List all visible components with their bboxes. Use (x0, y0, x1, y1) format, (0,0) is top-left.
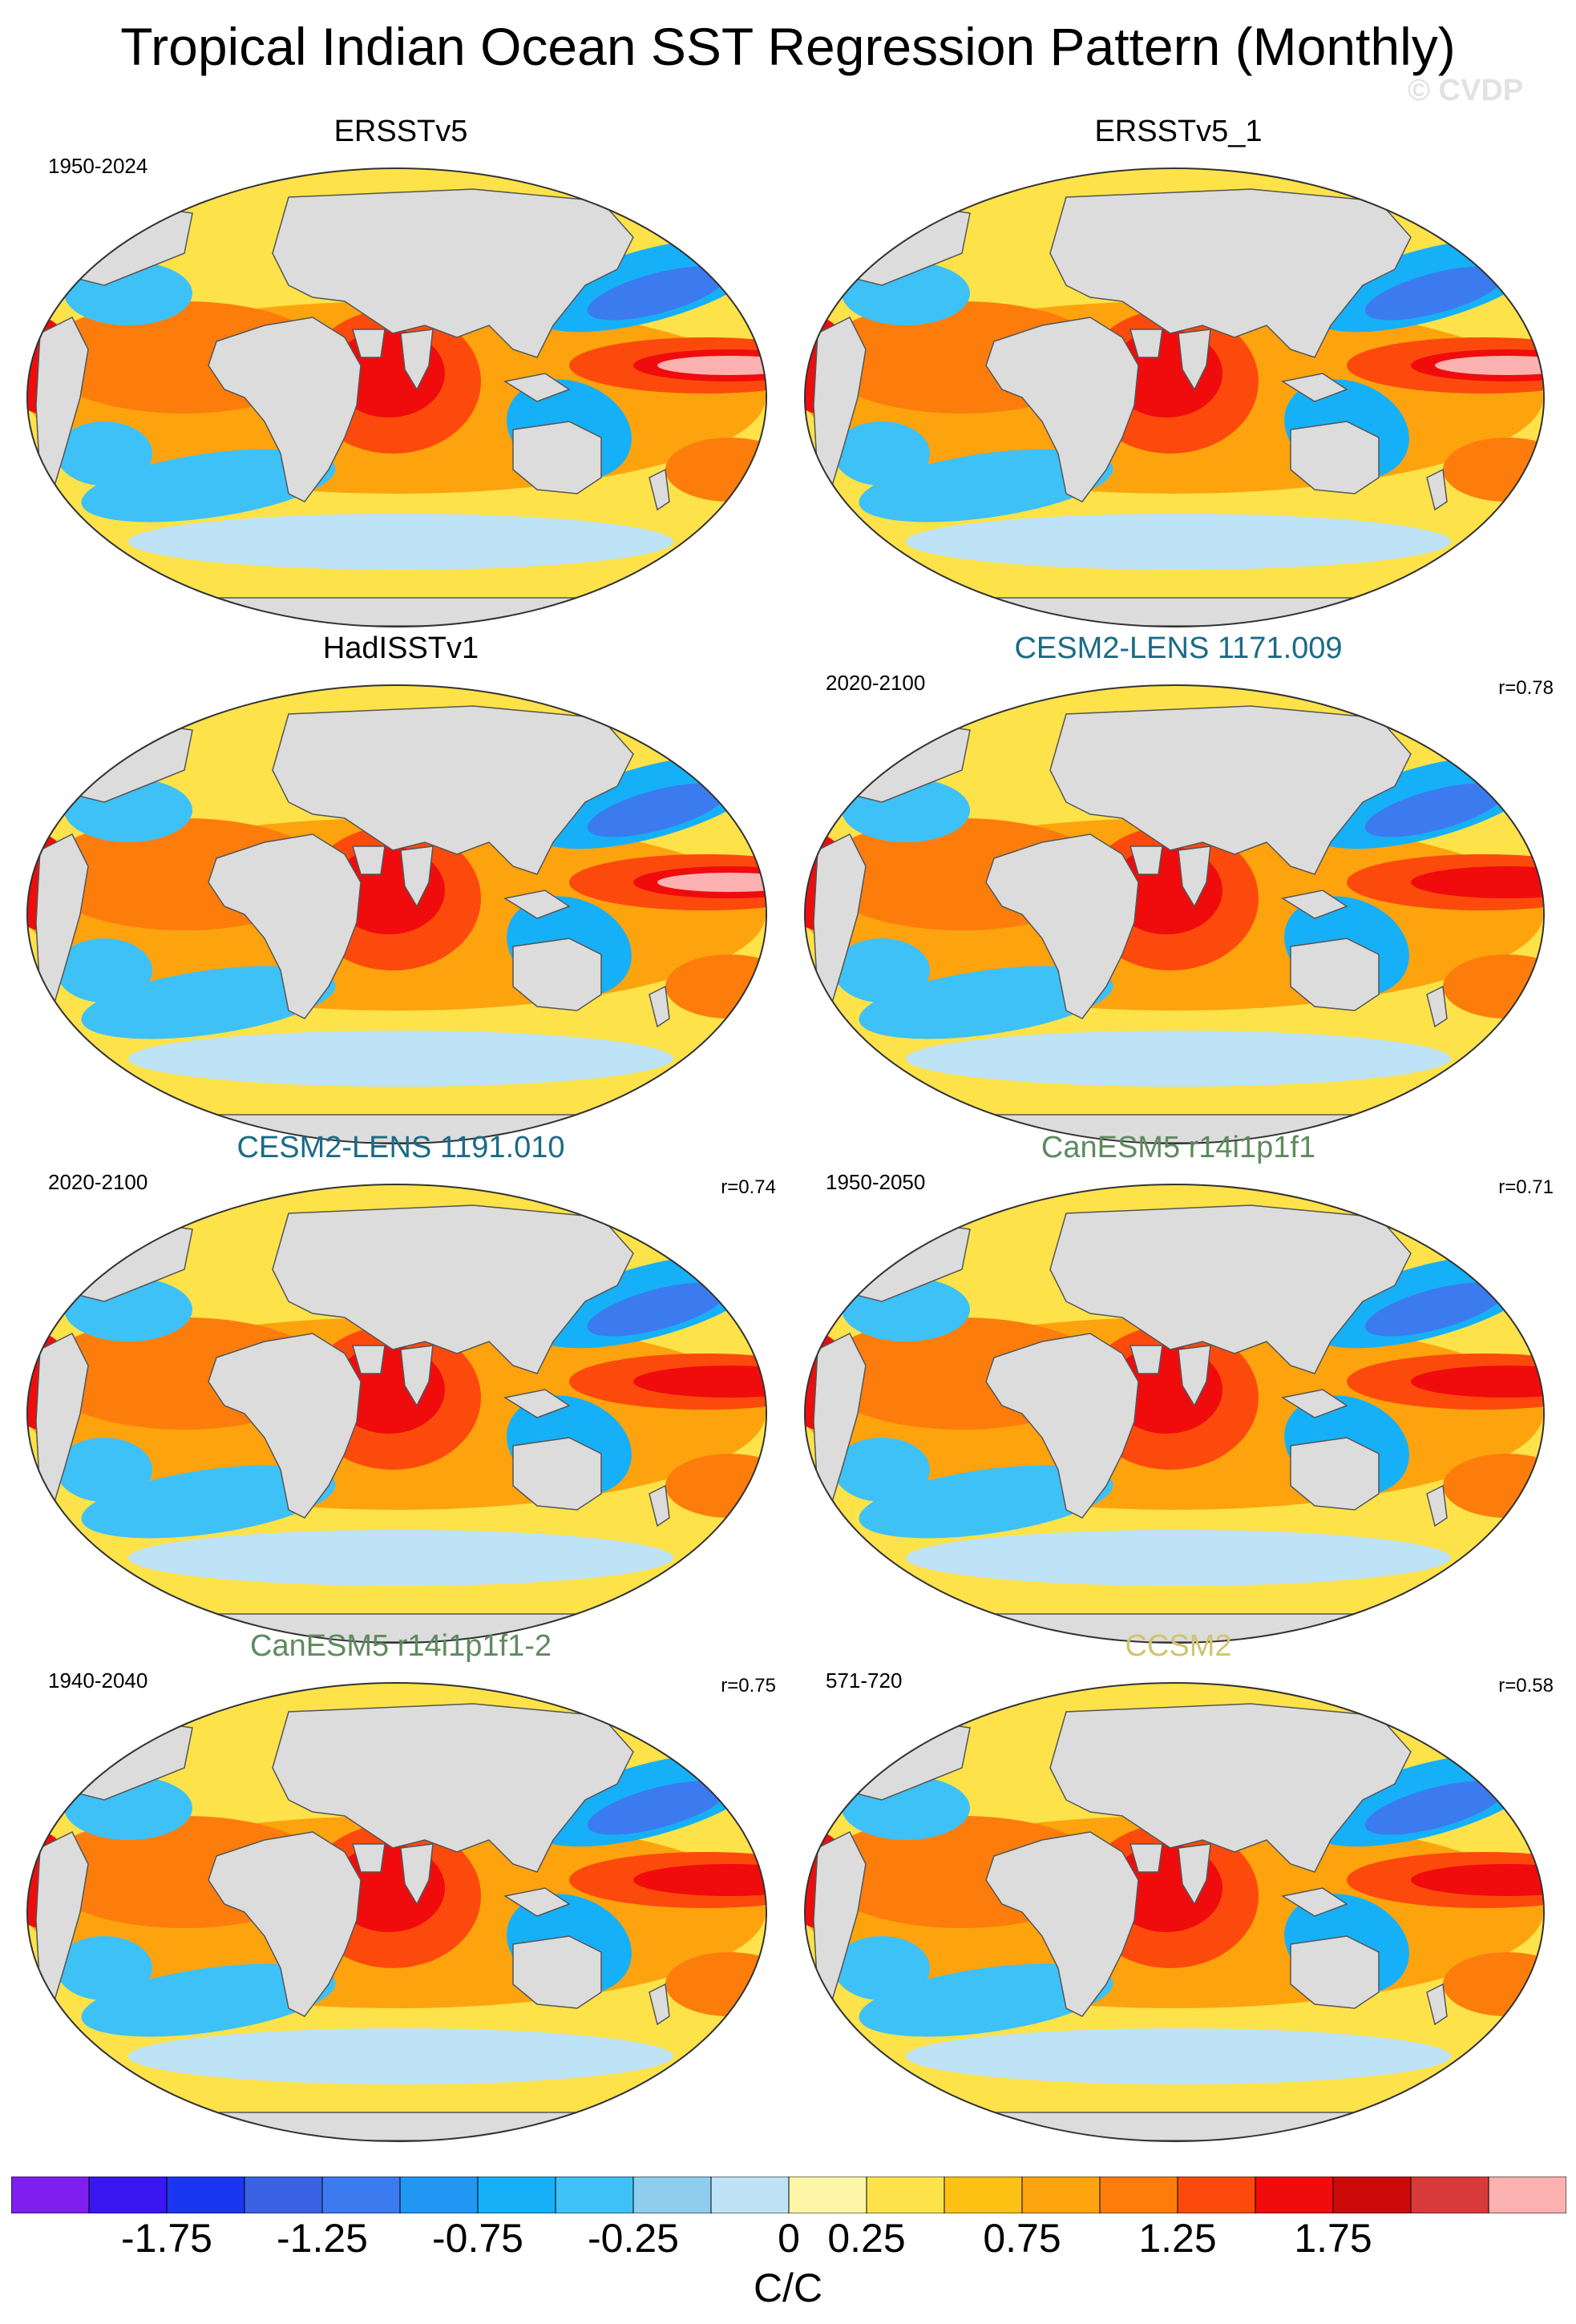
colorbar-tick-label: 0 (778, 2216, 800, 2261)
colorbar-tick-label: -0.75 (432, 2216, 523, 2261)
sst-regression-map (26, 1184, 767, 1644)
panel-title: CanESM5 r14i1p1f1 (1041, 1131, 1316, 1164)
panel-title: ERSSTv5_1 (1094, 115, 1263, 148)
colorbar-tick-label: -1.25 (277, 2216, 368, 2261)
colorbar-box (88, 2177, 168, 2213)
colorbar-box (710, 2177, 790, 2213)
colorbar-box (1177, 2177, 1256, 2213)
panel-title: CESM2-LENS 1191.010 (236, 1131, 565, 1164)
sst-regression-map (26, 1682, 767, 2142)
colorbar-box (1488, 2177, 1566, 2213)
sst-regression-map (26, 167, 767, 627)
map-panel: ERSSTv5 1950-2024 (24, 112, 778, 633)
panel-period: 1950-2050 (826, 1170, 926, 1194)
panel-correlation: r=0.75 (721, 1675, 776, 1697)
sst-regression-map (26, 684, 767, 1144)
colorbar-box (1099, 2177, 1178, 2213)
colorbar-box (632, 2177, 712, 2213)
colorbar-box (866, 2177, 945, 2213)
map-panel: CanESM5 r14i1p1f1 1950-2050 r=0.71 (802, 1128, 1555, 1649)
panel-title: CCSM2 (1125, 1629, 1232, 1663)
map-panel: ERSSTv5_1 (802, 112, 1555, 633)
panel-correlation: r=0.78 (1498, 677, 1554, 699)
panel-period: 2020-2100 (826, 671, 926, 695)
colorbar-tick-label: 0.75 (983, 2216, 1061, 2261)
colorbar-box (1021, 2177, 1101, 2213)
map-panel: CESM2-LENS 1171.009 2020-2100 r=0.78 (802, 629, 1555, 1150)
colorbar-box (11, 2177, 90, 2213)
sst-regression-map (804, 167, 1545, 627)
map-panel: CESM2-LENS 1191.010 2020-2100 r=0.74 (24, 1128, 778, 1649)
colorbar (11, 2177, 1566, 2213)
sst-regression-map (804, 1682, 1545, 2142)
panel-period: 571-720 (826, 1668, 903, 1693)
colorbar-box (399, 2177, 479, 2213)
colorbar-box (555, 2177, 634, 2213)
panel-correlation: r=0.74 (721, 1176, 776, 1198)
sst-regression-map (804, 684, 1545, 1144)
map-panel: HadISSTv1 (24, 629, 778, 1150)
map-panel: CanESM5 r14i1p1f1-2 1940-2040 r=0.75 (24, 1627, 778, 2148)
colorbar-tick-label: 1.25 (1138, 2216, 1217, 2261)
colorbar-tick-label: 1.75 (1294, 2216, 1372, 2261)
panel-period: 2020-2100 (48, 1170, 148, 1194)
colorbar-box (944, 2177, 1023, 2213)
colorbar-box (244, 2177, 323, 2213)
colorbar-box (1332, 2177, 1412, 2213)
colorbar-tick-label: -1.75 (121, 2216, 212, 2261)
colorbar-box (321, 2177, 401, 2213)
colorbar-box (1255, 2177, 1334, 2213)
colorbar-box (1410, 2177, 1489, 2213)
panel-period: 1940-2040 (48, 1668, 148, 1693)
panel-correlation: r=0.71 (1498, 1176, 1554, 1198)
colorbar-units: C/C (753, 2265, 823, 2310)
watermark: © CVDP (1408, 74, 1524, 107)
colorbar-tick-label: 0.25 (827, 2216, 906, 2261)
panel-title: CanESM5 r14i1p1f1-2 (250, 1629, 552, 1663)
figure-title: Tropical Indian Ocean SST Regression Pat… (120, 17, 1456, 76)
panel-period: 1950-2024 (48, 154, 148, 178)
colorbar-box (477, 2177, 556, 2213)
panel-correlation: r=0.58 (1498, 1675, 1554, 1697)
colorbar-tick-label: -0.25 (588, 2216, 679, 2261)
panel-title: HadISSTv1 (322, 631, 479, 665)
map-panel: CCSM2 571-720 r=0.58 (802, 1627, 1555, 2148)
colorbar-box (166, 2177, 245, 2213)
sst-regression-map (804, 1184, 1545, 1644)
colorbar-box (788, 2177, 867, 2213)
panel-title: ERSSTv5 (333, 115, 468, 148)
panel-title: CESM2-LENS 1171.009 (1014, 631, 1343, 665)
